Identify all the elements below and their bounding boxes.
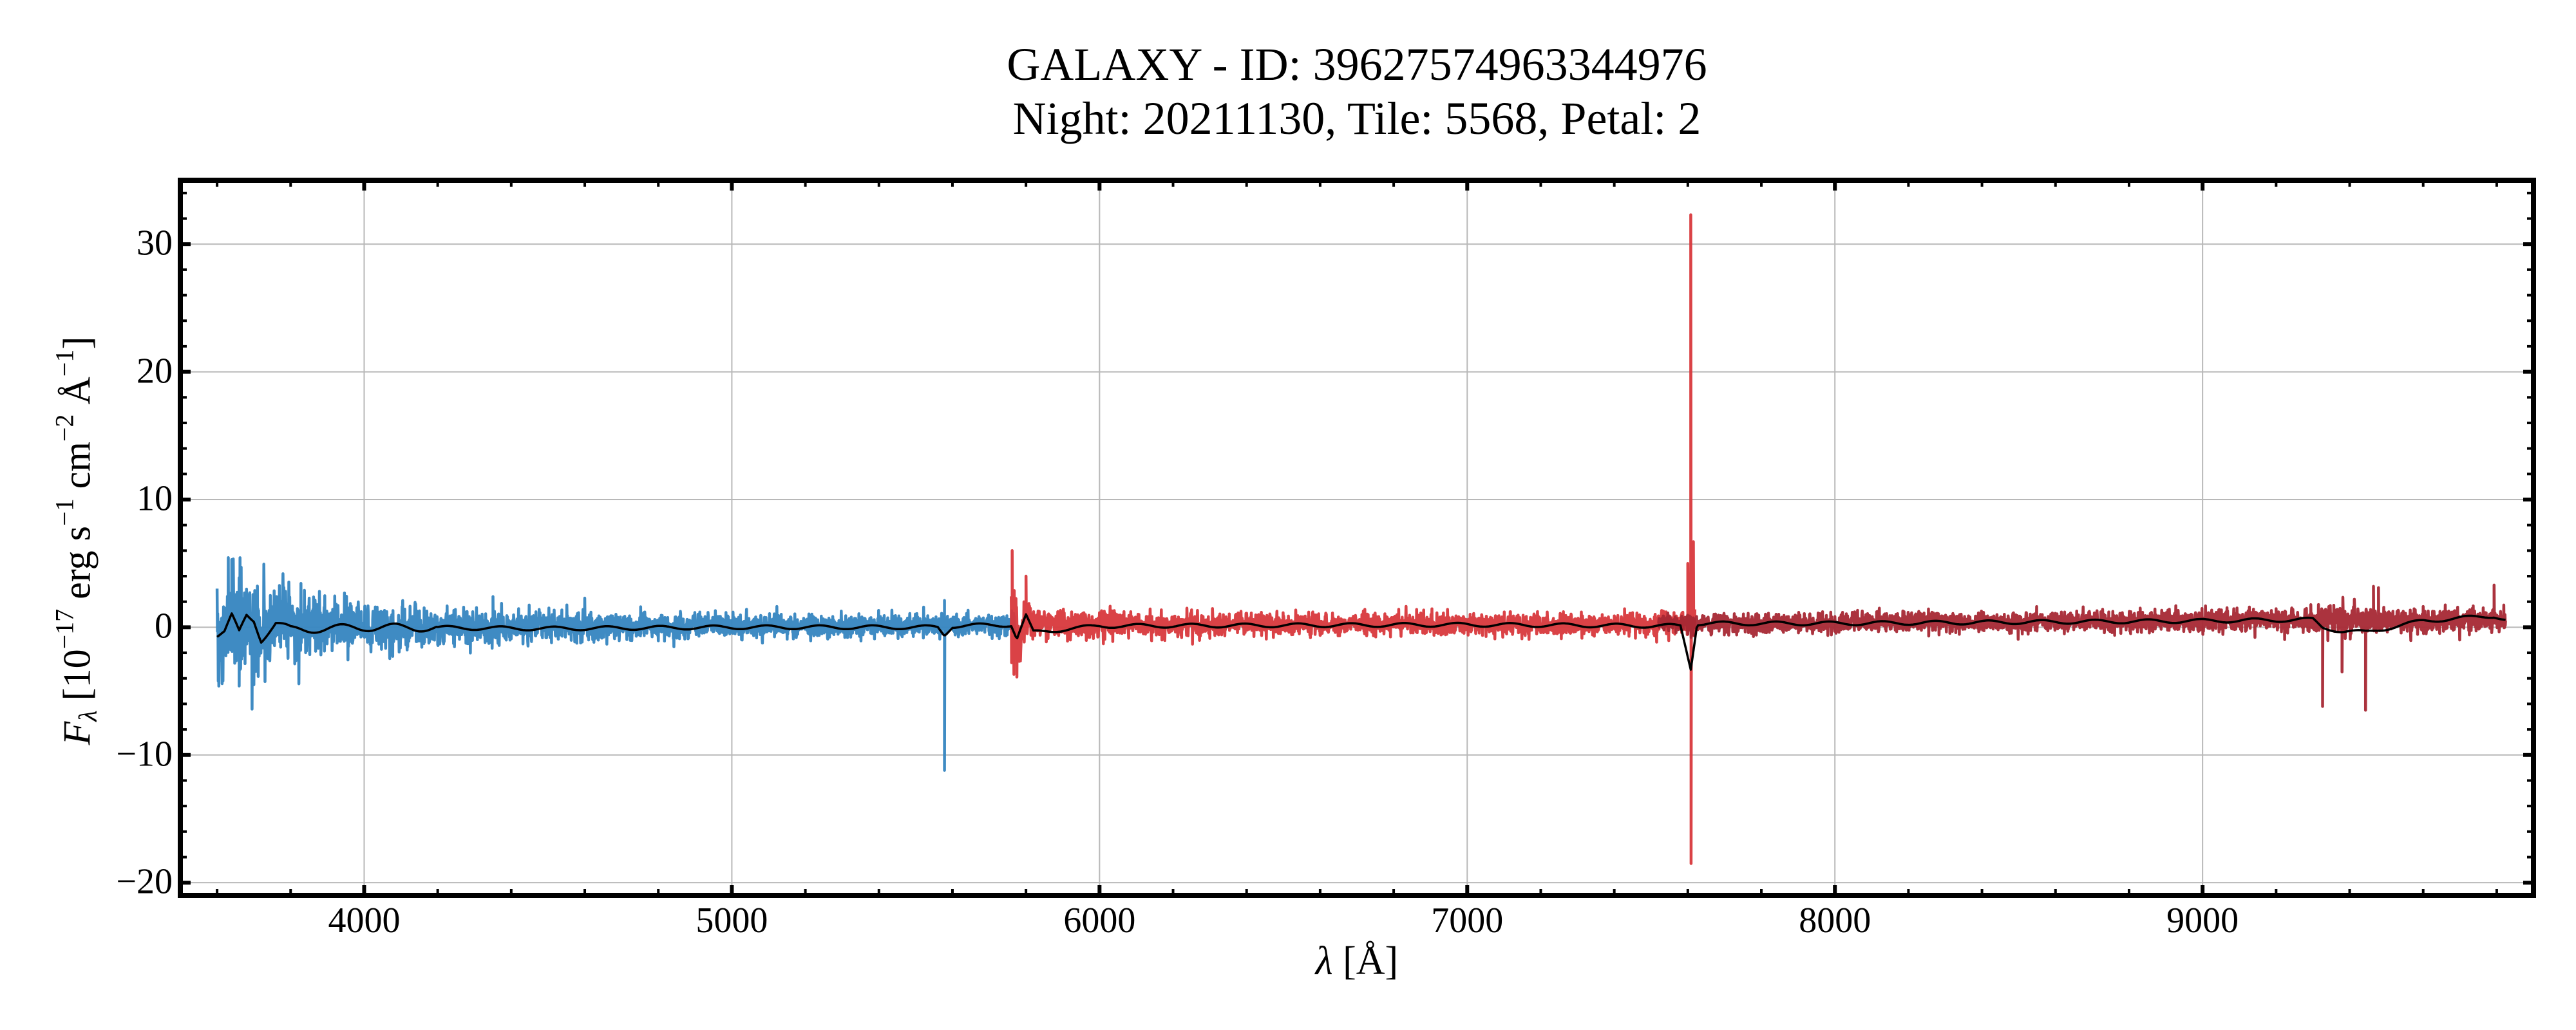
chart-title-line-2: Night: 20211130, Tile: 5568, Petal: 2 xyxy=(1012,93,1701,144)
x-axis-label-unit: [Å] xyxy=(1332,939,1399,983)
y-axis-label-exponent: −17 xyxy=(50,608,79,650)
y-tick-label: 0 xyxy=(155,606,173,647)
x-axis-label: λ [Å] xyxy=(1316,939,1398,984)
y-tick-label: 20 xyxy=(137,351,173,391)
y-axis-label: Fλ [10−17 erg s−1 cm−2 Å−1] xyxy=(50,337,103,745)
b-arm-flux-line xyxy=(215,556,1016,772)
y-tick-label: 10 xyxy=(137,478,173,519)
y-axis-label-exponent: −1 xyxy=(50,349,79,377)
y-axis-label-part: erg s xyxy=(55,525,99,609)
grid-lines xyxy=(180,180,2533,895)
y-axis-label-subscript: λ xyxy=(73,710,102,722)
z-arm-flux-line xyxy=(1657,583,2507,712)
chart-title-line-1: GALAXY - ID: 39627574963344976 xyxy=(1007,39,1707,90)
x-tick-label: 5000 xyxy=(696,901,768,941)
x-tick-label: 4000 xyxy=(328,901,401,941)
y-axis-label-part: Å xyxy=(55,377,99,415)
y-axis-label-part: cm xyxy=(55,442,99,499)
r-arm-flux-line xyxy=(1010,213,1697,865)
axes-frame xyxy=(178,178,2536,898)
y-tick-label: −20 xyxy=(116,861,173,902)
axis-ticks xyxy=(180,180,2533,895)
y-axis-label-exponent: −1 xyxy=(50,498,79,526)
model-line xyxy=(216,612,2506,671)
x-tick-label: 9000 xyxy=(2166,901,2239,941)
y-axis-label-exponent: −2 xyxy=(50,414,79,442)
y-axis-label-symbol: F xyxy=(55,721,99,745)
x-tick-label: 6000 xyxy=(1063,901,1136,941)
data-series xyxy=(215,213,2507,865)
x-tick-label: 7000 xyxy=(1431,901,1504,941)
y-axis-label-part: ] xyxy=(55,336,99,350)
y-tick-label: −10 xyxy=(116,734,173,774)
y-axis-label-part: [10 xyxy=(55,649,99,711)
x-tick-label: 8000 xyxy=(1799,901,1871,941)
y-tick-label: 30 xyxy=(137,223,173,263)
x-axis-label-symbol: λ xyxy=(1315,939,1333,983)
